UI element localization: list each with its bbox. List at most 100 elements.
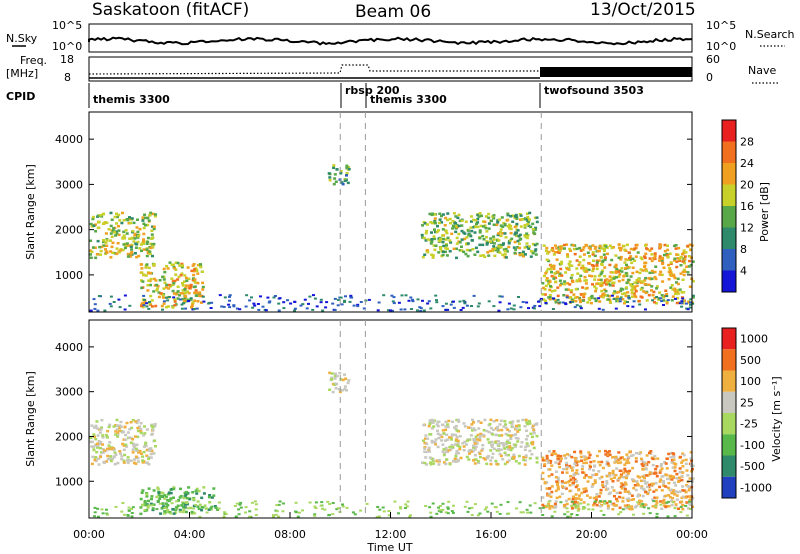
echo-cell xyxy=(595,473,599,476)
echo-cell xyxy=(492,217,496,220)
echo-cell xyxy=(174,273,178,276)
echo-cell xyxy=(142,238,145,241)
echo-cell xyxy=(509,437,513,440)
x-tick-label: 20:00 xyxy=(576,528,608,541)
ground-scatter-cell xyxy=(278,500,282,503)
ground-scatter-cell xyxy=(193,512,197,515)
echo-cell xyxy=(568,489,572,493)
echo-cell xyxy=(172,512,176,515)
echo-cell xyxy=(603,258,607,262)
echo-cell xyxy=(146,240,150,244)
echo-cell xyxy=(678,259,682,262)
echo-cell xyxy=(574,460,578,463)
echo-cell xyxy=(104,232,108,235)
ground-scatter-cell xyxy=(462,299,466,302)
echo-cell xyxy=(339,172,343,175)
echo-cell xyxy=(512,457,516,460)
echo-cell xyxy=(458,241,462,244)
echo-cell xyxy=(91,246,95,249)
ground-scatter-cell xyxy=(350,296,354,299)
echo-cell xyxy=(624,470,628,473)
echo-cell xyxy=(96,457,100,461)
echo-cell xyxy=(161,293,165,297)
echo-cell xyxy=(641,468,645,471)
echo-cell xyxy=(506,428,510,431)
echo-cell xyxy=(481,254,485,257)
echo-cell xyxy=(673,292,677,296)
echo-cell xyxy=(660,489,664,492)
echo-cell xyxy=(682,268,686,271)
echo-cell xyxy=(92,433,96,436)
ground-scatter-cell xyxy=(93,307,97,310)
ground-scatter-cell xyxy=(444,309,448,311)
echo-cell xyxy=(441,228,445,231)
echo-cell xyxy=(672,481,676,485)
echo-cell xyxy=(423,222,427,225)
echo-cell xyxy=(465,243,468,246)
echo-cell xyxy=(645,299,649,302)
ground-scatter-cell xyxy=(452,300,455,303)
echo-cell xyxy=(681,503,685,507)
ground-scatter-cell xyxy=(277,309,281,312)
echo-cell xyxy=(111,447,115,450)
ground-scatter-cell xyxy=(674,297,677,300)
echo-cell xyxy=(485,462,489,466)
echo-cell xyxy=(597,460,601,464)
echo-cell xyxy=(531,222,535,226)
echo-cell xyxy=(462,250,466,254)
echo-cell xyxy=(633,484,637,487)
echo-cell xyxy=(166,509,170,512)
echo-cell xyxy=(479,421,483,424)
echo-cell xyxy=(503,232,507,235)
echo-cell xyxy=(490,456,494,459)
ground-scatter-cell xyxy=(375,516,379,518)
ground-scatter-cell xyxy=(451,511,455,514)
echo-cell xyxy=(627,492,631,495)
ground-scatter-cell xyxy=(566,510,570,513)
echo-cell xyxy=(185,490,189,494)
ground-scatter-cell xyxy=(244,506,248,509)
echo-cell xyxy=(553,272,557,275)
echo-cell xyxy=(675,498,679,501)
echo-cell xyxy=(178,294,182,297)
ground-scatter-cell xyxy=(272,515,275,518)
y-tick-label: 2000 xyxy=(55,224,83,237)
echo-cell xyxy=(522,458,526,462)
echo-cell xyxy=(594,495,598,499)
echo-cell xyxy=(458,447,462,451)
ground-scatter-cell xyxy=(626,305,630,308)
echo-cell xyxy=(631,291,635,294)
echo-cell xyxy=(594,299,598,303)
echo-cell xyxy=(515,217,519,220)
echo-cell xyxy=(130,217,134,220)
echo-cell xyxy=(574,493,578,496)
echo-cell xyxy=(516,440,520,443)
echo-cell xyxy=(134,447,138,451)
ground-scatter-cell xyxy=(145,305,149,308)
echo-cell xyxy=(665,254,669,257)
ground-scatter-cell xyxy=(364,299,368,302)
echo-cell xyxy=(680,296,684,299)
echo-cell xyxy=(492,235,496,238)
echo-cell xyxy=(603,274,607,278)
echo-cell xyxy=(442,461,446,464)
echo-cell xyxy=(106,454,110,458)
echo-cell xyxy=(650,269,654,273)
ground-scatter-cell xyxy=(666,515,670,518)
echo-cell xyxy=(553,502,557,506)
echo-cell xyxy=(688,285,692,288)
echo-cell xyxy=(533,249,537,253)
echo-cell xyxy=(528,457,532,460)
echo-cell xyxy=(642,487,646,491)
echo-cell xyxy=(681,260,685,263)
echo-cell xyxy=(658,273,662,276)
echo-cell xyxy=(144,444,148,448)
echo-cell xyxy=(601,484,604,487)
echo-cell xyxy=(135,255,139,259)
ground-scatter-cell xyxy=(174,509,178,512)
echo-cell xyxy=(333,374,337,378)
echo-cell xyxy=(524,445,528,448)
echo-cell xyxy=(631,257,635,261)
ground-scatter-cell xyxy=(566,515,570,518)
echo-cell xyxy=(427,446,431,450)
